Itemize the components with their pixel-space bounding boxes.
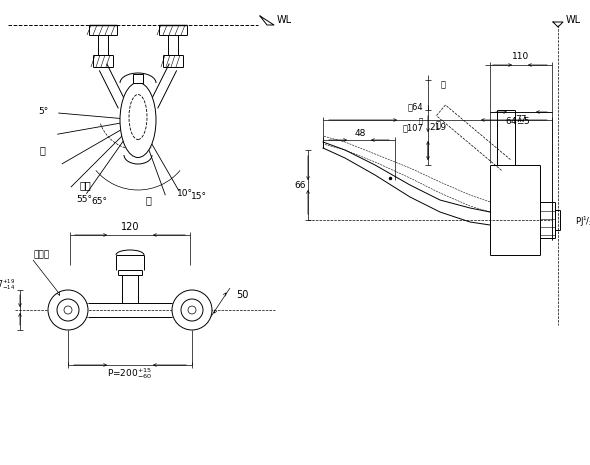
Text: 取付脚: 取付脚 — [33, 251, 49, 259]
Text: 湯: 湯 — [39, 145, 45, 155]
Text: WL: WL — [566, 15, 581, 25]
Circle shape — [48, 290, 88, 330]
Text: 10°: 10° — [178, 189, 194, 198]
Text: 50: 50 — [236, 290, 248, 300]
Text: 開: 開 — [441, 80, 445, 89]
Text: PJ$^1\!/_2$: PJ$^1\!/_2$ — [575, 215, 590, 229]
Text: 5°: 5° — [38, 106, 48, 115]
Circle shape — [181, 299, 203, 321]
Text: 混合: 混合 — [80, 180, 92, 190]
Text: 開107: 開107 — [402, 124, 423, 133]
Text: 219: 219 — [429, 124, 446, 133]
Text: 〜: 〜 — [419, 118, 423, 124]
Ellipse shape — [129, 94, 147, 140]
Text: 120: 120 — [121, 222, 139, 232]
Text: 48: 48 — [355, 128, 366, 138]
Ellipse shape — [120, 82, 156, 158]
Text: ※47$^{+19}_{-14}$: ※47$^{+19}_{-14}$ — [0, 278, 15, 292]
Circle shape — [64, 306, 72, 314]
Text: 閉: 閉 — [435, 120, 441, 129]
Text: 閉64: 閉64 — [407, 102, 423, 112]
Text: 65°: 65° — [91, 197, 107, 206]
Text: WL: WL — [277, 15, 292, 25]
Circle shape — [57, 299, 79, 321]
Text: 15°: 15° — [191, 192, 207, 200]
Text: 水: 水 — [145, 195, 151, 205]
Circle shape — [172, 290, 212, 330]
Text: 110: 110 — [512, 53, 530, 61]
Bar — [133, 74, 143, 83]
Text: 66: 66 — [294, 180, 306, 190]
Text: P=200$^{+15}_{-60}$: P=200$^{+15}_{-60}$ — [107, 366, 153, 381]
Text: 55°: 55° — [76, 195, 92, 204]
Text: 64$\pm$5: 64$\pm$5 — [505, 115, 531, 126]
Text: 77: 77 — [515, 115, 527, 125]
Circle shape — [188, 306, 196, 314]
